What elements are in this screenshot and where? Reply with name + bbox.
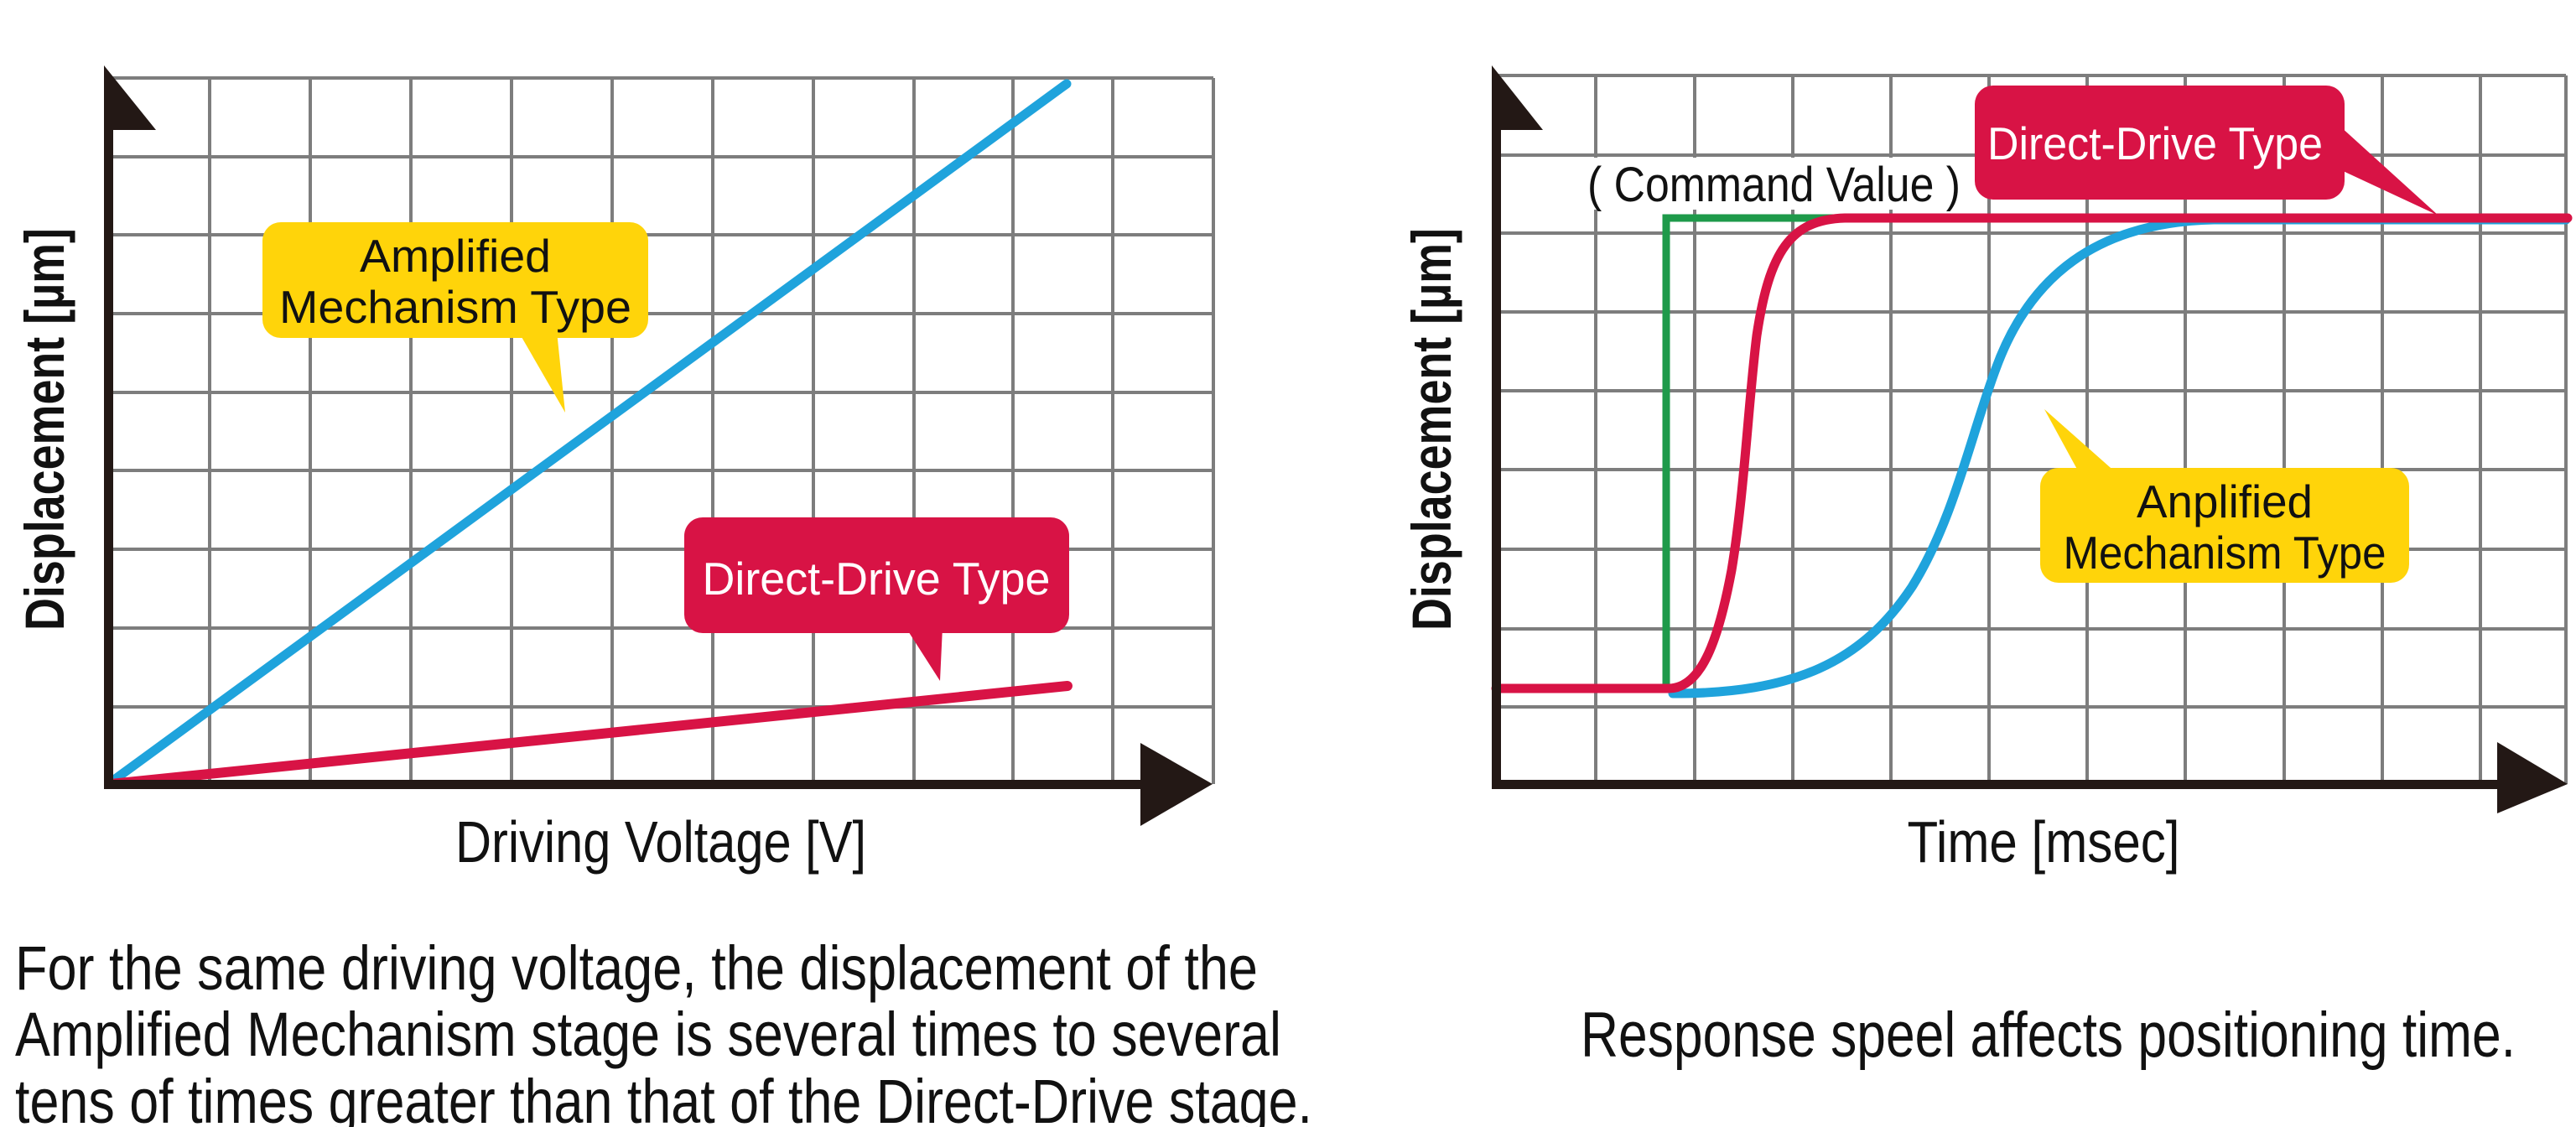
bubble-amplified-line1: Amplified (360, 230, 551, 282)
amplified-line (106, 79, 1072, 787)
bubble-direct-drive-right-label: Direct-Drive Type (1987, 117, 2323, 169)
y-axis-arrow-icon (1492, 65, 1543, 130)
bubble-amplified-line2: Mechanism Type (279, 281, 631, 333)
bubble-amplified-right-line2: Mechanism Type (2064, 527, 2386, 579)
right-x-axis (1492, 742, 2568, 813)
right-x-axis-label: Time [msec] (1908, 809, 2180, 875)
right-caption: Response speel affects positioning time. (1581, 1000, 2516, 1071)
y-axis-arrow-icon (104, 65, 156, 130)
right-chart: ( Command Value ) Direct-Drive Type Anpl… (1400, 65, 2573, 1071)
bubble-direct-drive-right: Direct-Drive Type (1975, 86, 2438, 216)
left-y-axis (104, 65, 156, 788)
x-axis-arrow-icon (1140, 743, 1213, 826)
bubble-amplified-mechanism: Amplified Mechanism Type (262, 222, 648, 413)
left-caption-line3: tens of times greater than that of the D… (15, 1067, 1312, 1127)
x-axis-arrow-icon (2497, 742, 2568, 813)
left-grid (109, 76, 1215, 784)
direct-drive-line (106, 681, 1072, 789)
bubble-direct-drive-label: Direct-Drive Type (703, 553, 1051, 605)
left-chart: Amplified Mechanism Type Direct-Drive Ty… (13, 65, 1312, 1127)
bubble-amplified-right-line1: Anplified (2137, 475, 2313, 527)
left-caption-line1: For the same driving voltage, the displa… (15, 933, 1258, 1003)
left-x-axis (104, 743, 1213, 826)
command-value-line (1662, 214, 1836, 688)
bubble-direct-drive: Direct-Drive Type (684, 517, 1069, 681)
left-caption-line2: Amplified Mechanism stage is several tim… (15, 1000, 1281, 1069)
direct-drive-response-curve (1491, 213, 2573, 693)
right-y-axis-label: Displacement [µm] (1400, 228, 1462, 631)
command-value-label: ( Command Value ) (1587, 158, 1961, 212)
left-y-axis-label: Displacement [µm] (13, 228, 75, 631)
left-x-axis-label: Driving Voltage [V] (455, 809, 866, 875)
right-y-axis (1492, 65, 1543, 788)
bubble-amplified-right: Anplified Mechanism Type (2040, 409, 2409, 583)
amplified-response-curve (1668, 215, 2571, 699)
